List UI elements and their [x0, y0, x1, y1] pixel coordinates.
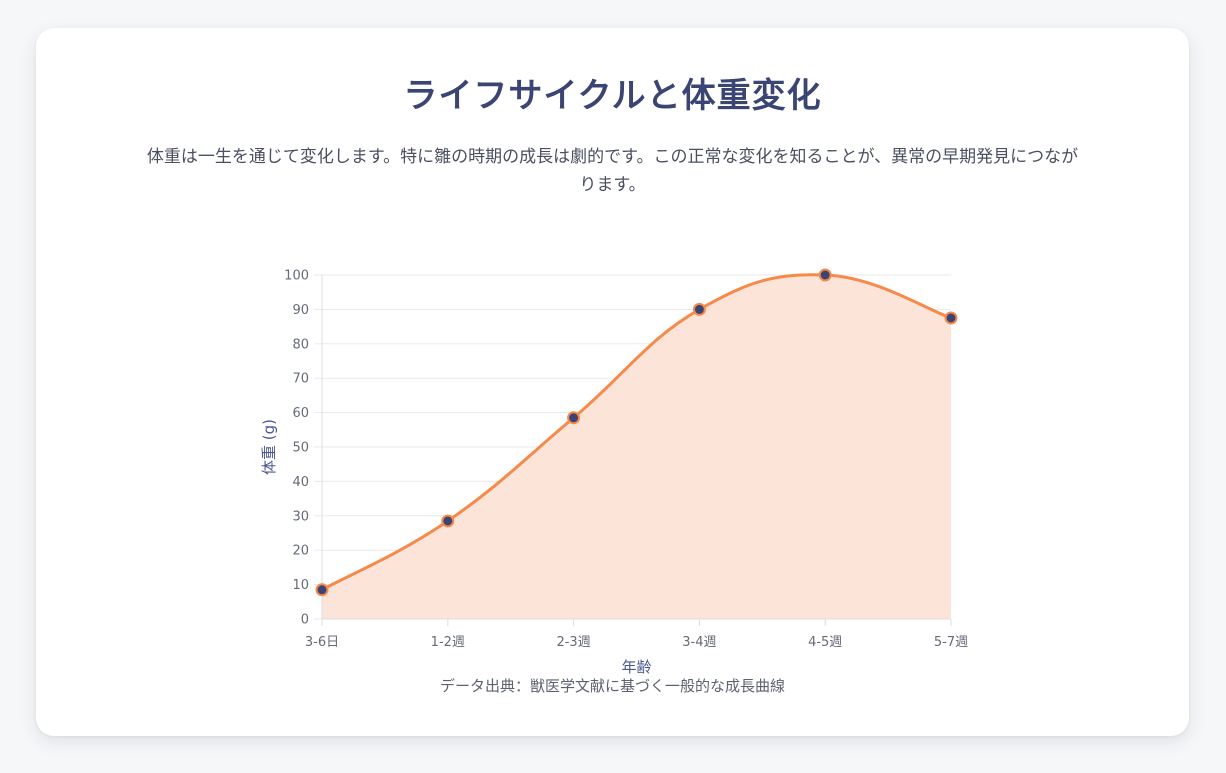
data-point-5-7週[interactable] — [944, 311, 958, 325]
y-tick-label: 90 — [292, 303, 309, 318]
point-layer — [315, 268, 958, 597]
y-tick-label: 20 — [292, 544, 309, 559]
area-layer — [321, 273, 952, 619]
y-tick-label: 50 — [292, 441, 309, 456]
y-tick-label: 0 — [301, 613, 309, 628]
axis-layer — [314, 274, 952, 626]
page-description: 体重は一生を通じて変化します。特に雛の時期の成長は劇的です。この正常な変化を知る… — [146, 147, 1079, 195]
x-tick-label: 1-2週 — [431, 635, 465, 650]
x-tick-label: 4-5週 — [808, 635, 842, 650]
y-tick-label: 70 — [292, 372, 309, 387]
x-tick-label: 5-7週 — [934, 635, 968, 650]
data-source-note: データ出典：獣医学文献に基づく一般的な成長曲線 — [439, 677, 785, 695]
y-tick-label: 10 — [292, 578, 309, 593]
x-tick-label: 2-3週 — [556, 635, 590, 650]
x-tick-label: 3-4週 — [682, 635, 716, 650]
y-tick-label: 60 — [292, 406, 309, 421]
label-layer: 0 10 20 30 40 50 60 70 80 90 100 3-6日 1-2週 2-3週 3-4週 4-… — [260, 269, 968, 677]
series-area-fill — [322, 274, 951, 619]
page-title: ライフサイクルと体重変化 — [403, 76, 822, 116]
series-line — [321, 273, 952, 592]
y-tick-label: 30 — [292, 509, 309, 524]
data-point-4-5週[interactable] — [818, 268, 832, 282]
x-axis-title: 年齢 — [621, 658, 651, 676]
y-tick-label: 80 — [292, 337, 309, 352]
x-tick-label: 3-6日 — [305, 635, 339, 650]
data-point-2-3週[interactable] — [567, 411, 581, 425]
y-axis-title: 体重 (g) — [260, 419, 278, 475]
chart-card: ライフサイクルと体重変化 体重は一生を通じて変化します。特に雛の時期の成長は劇的… — [36, 28, 1189, 736]
y-tick-label: 100 — [284, 269, 309, 284]
y-tick-label: 40 — [292, 475, 309, 490]
data-point-3-6日[interactable] — [315, 583, 329, 597]
weight-chart: 0 10 20 30 40 50 60 70 80 90 100 3-6日 1-2週 2-3週 3-4週 4-… — [260, 268, 968, 677]
chart-container: 0 10 20 30 40 50 60 70 80 90 100 3-6日 1-2週 2-3週 3-4週 4-… — [236, 223, 996, 687]
data-point-3-4週[interactable] — [692, 302, 706, 316]
data-point-1-2週[interactable] — [441, 514, 455, 528]
